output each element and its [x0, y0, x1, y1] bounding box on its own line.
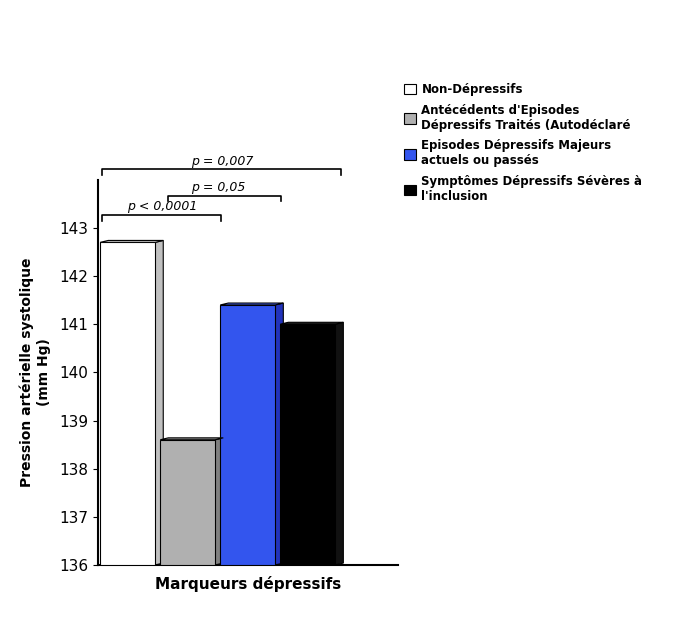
Polygon shape — [221, 303, 283, 305]
Polygon shape — [155, 241, 163, 565]
Legend: Non-Dépressifs, Antécédents d'Episodes
Dépressifs Traités (Autodéclaré, Episodes: Non-Dépressifs, Antécédents d'Episodes D… — [403, 83, 642, 203]
Polygon shape — [275, 303, 283, 565]
Text: p = 0,007: p = 0,007 — [191, 155, 253, 168]
Y-axis label: Pression artérielle systolique
(mm Hg): Pression artérielle systolique (mm Hg) — [20, 257, 50, 487]
Polygon shape — [281, 322, 343, 324]
Text: p = 0,05: p = 0,05 — [191, 181, 246, 194]
Text: p < 0,0001: p < 0,0001 — [126, 200, 197, 213]
Bar — [161, 440, 215, 565]
X-axis label: Marqueurs dépressifs: Marqueurs dépressifs — [155, 576, 341, 592]
Bar — [221, 305, 275, 565]
Polygon shape — [101, 241, 163, 243]
Polygon shape — [335, 322, 343, 565]
Polygon shape — [215, 438, 223, 565]
Polygon shape — [161, 438, 223, 440]
Bar — [281, 324, 335, 565]
Bar — [101, 243, 155, 565]
